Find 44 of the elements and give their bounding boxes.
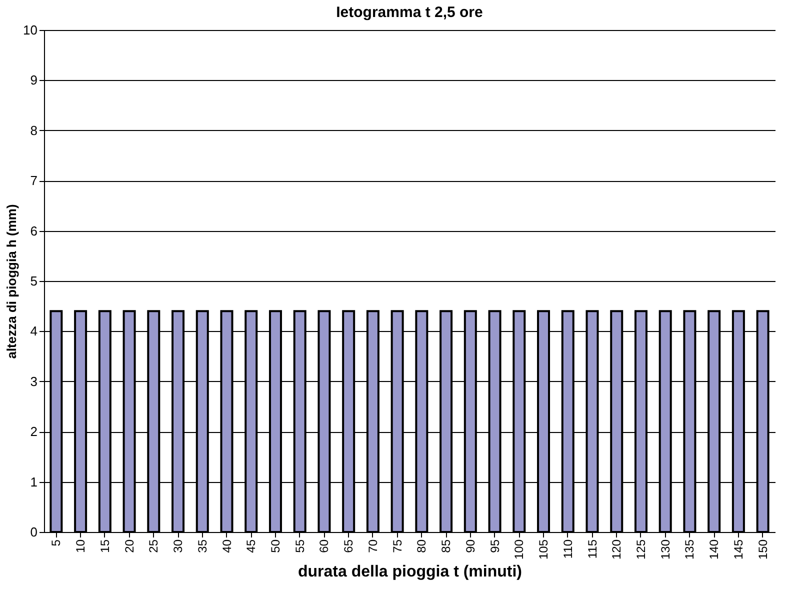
x-axis-title: durata della pioggia t (minuti) — [298, 564, 522, 581]
chart-title: Ietogramma t 2,5 ore — [336, 4, 483, 21]
x-tick-label: 115 — [585, 539, 600, 559]
x-tick-label: 90 — [463, 539, 478, 553]
y-tick-label: 7 — [30, 173, 38, 188]
x-tick-label: 70 — [366, 539, 380, 553]
x-tick-label: 45 — [244, 539, 258, 553]
y-tick-label: 8 — [30, 122, 38, 138]
x-tick-label: 10 — [74, 539, 88, 553]
x-tick-label: 5 — [49, 539, 64, 546]
x-tick-label: 15 — [98, 539, 112, 553]
x-tick-label: 80 — [414, 539, 429, 553]
y-tick-label: 3 — [30, 374, 38, 389]
y-tick-label: 10 — [23, 22, 38, 38]
y-tick-label: 6 — [30, 223, 38, 238]
x-tick-label: 40 — [220, 539, 234, 553]
x-tick-label: 120 — [610, 539, 624, 560]
y-tick-label: 5 — [30, 274, 38, 288]
x-tick-label: 60 — [317, 539, 332, 553]
x-tick-label: 125 — [634, 539, 648, 560]
x-tick-label: 75 — [390, 539, 404, 553]
x-tick-label: 105 — [536, 539, 551, 560]
x-tick-label: 150 — [756, 539, 770, 560]
x-tick-label: 85 — [439, 539, 454, 553]
x-tick-label: 100 — [512, 539, 526, 560]
x-tick-label: 65 — [342, 539, 356, 553]
x-tick-label: 25 — [146, 539, 161, 553]
y-tick-label: 4 — [30, 324, 38, 339]
x-tick-label: 110 — [560, 539, 575, 559]
x-tick-label: 30 — [171, 539, 186, 553]
x-tick-label: 55 — [292, 539, 307, 553]
y-axis-title: altezza di pioggia h (mm) — [4, 204, 20, 359]
x-tick-label: 140 — [707, 539, 722, 560]
x-tick-label: 135 — [682, 539, 697, 560]
y-tick-label: 1 — [30, 474, 38, 490]
x-tick-label: 35 — [195, 539, 210, 553]
x-tick-label: 50 — [268, 539, 282, 553]
x-tick-label: 20 — [122, 539, 136, 553]
y-tick-label: 2 — [30, 424, 38, 440]
x-tick-label: 95 — [488, 539, 502, 553]
y-tick-label: 0 — [30, 524, 38, 540]
x-tick-label: 130 — [658, 539, 672, 560]
y-tick-label: 9 — [30, 72, 38, 88]
x-tick-label: 145 — [731, 539, 746, 560]
